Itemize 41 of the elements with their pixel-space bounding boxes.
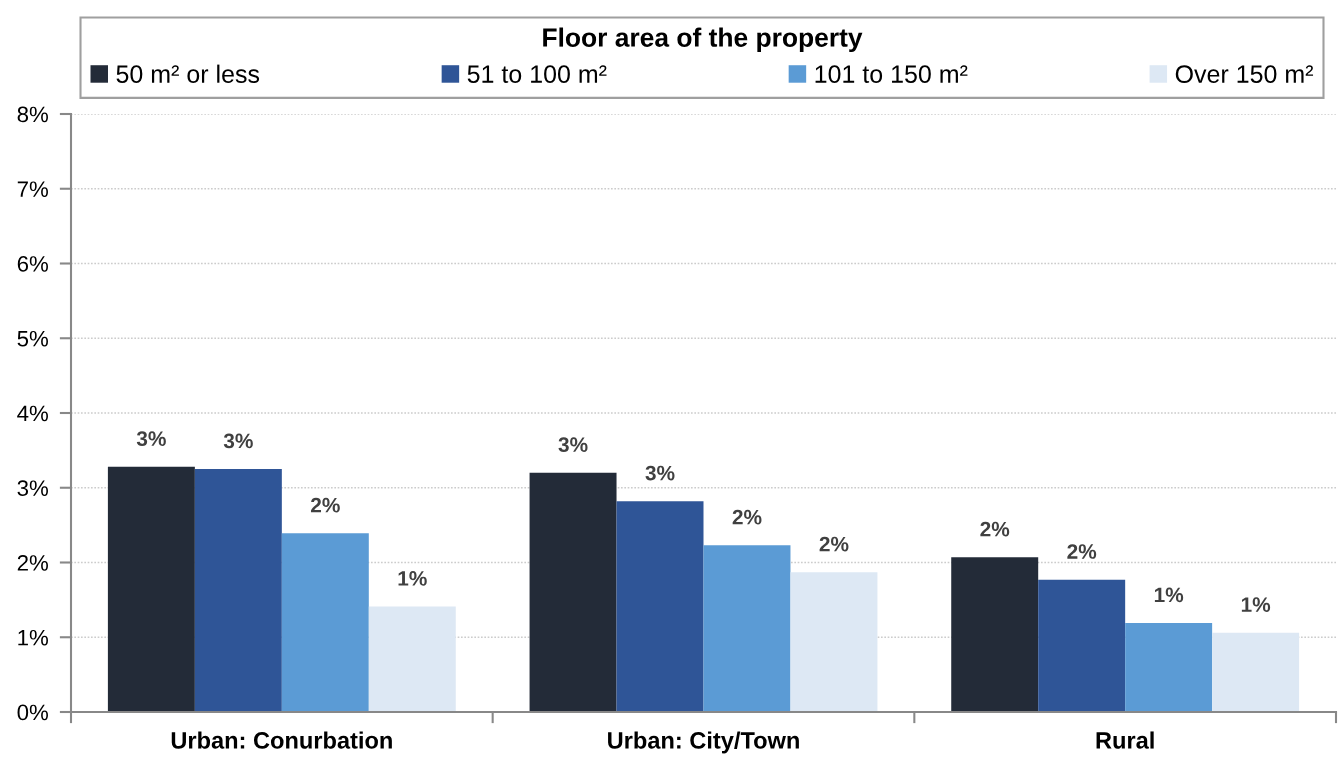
data-label: 2% xyxy=(310,497,340,513)
data-label: 2% xyxy=(980,521,1010,537)
data-label: 3% xyxy=(223,433,253,449)
y-tick-label: 6% xyxy=(17,256,48,272)
bar xyxy=(790,572,878,712)
bar xyxy=(107,466,195,712)
bar xyxy=(951,557,1039,712)
bar xyxy=(616,501,704,712)
legend-label: 51 to 100 m² xyxy=(467,65,607,83)
y-tick-label: 5% xyxy=(17,330,48,347)
y-tick-label: 8% xyxy=(17,106,48,123)
bar xyxy=(529,472,617,712)
x-tick-label: Urban: Conurbation xyxy=(171,731,392,749)
y-tick-label: 0% xyxy=(17,704,48,721)
x-tick-label: Rural xyxy=(1096,731,1154,749)
bar xyxy=(281,533,369,712)
data-label: 1% xyxy=(1241,597,1271,612)
y-tick-label: 3% xyxy=(17,480,48,497)
y-tick-label: 2% xyxy=(17,555,48,571)
legend-label: 101 to 150 m² xyxy=(815,65,968,83)
bar xyxy=(1125,623,1213,712)
data-label: 2% xyxy=(819,536,849,552)
y-tick-label: 4% xyxy=(17,405,48,422)
legend-label: 50 m² or less xyxy=(116,64,260,83)
y-tick-label: 7% xyxy=(17,181,48,197)
legend-label: Over 150 m² xyxy=(1175,65,1314,83)
legend-title: Floor area of the property xyxy=(543,27,863,53)
bar xyxy=(1212,632,1300,712)
data-label: 3% xyxy=(136,431,166,447)
data-label: 1% xyxy=(1154,587,1184,603)
bar xyxy=(368,606,456,712)
bar xyxy=(703,545,791,712)
y-tick-label: 1% xyxy=(18,629,48,646)
data-label: 1% xyxy=(398,571,427,586)
data-label: 3% xyxy=(558,437,588,453)
bar xyxy=(1038,579,1126,712)
x-tick-label: Urban: City/Town xyxy=(608,731,799,754)
bar xyxy=(194,469,282,712)
data-label: 2% xyxy=(732,509,762,525)
data-label: 2% xyxy=(1067,544,1097,559)
data-label: 3% xyxy=(645,465,675,481)
